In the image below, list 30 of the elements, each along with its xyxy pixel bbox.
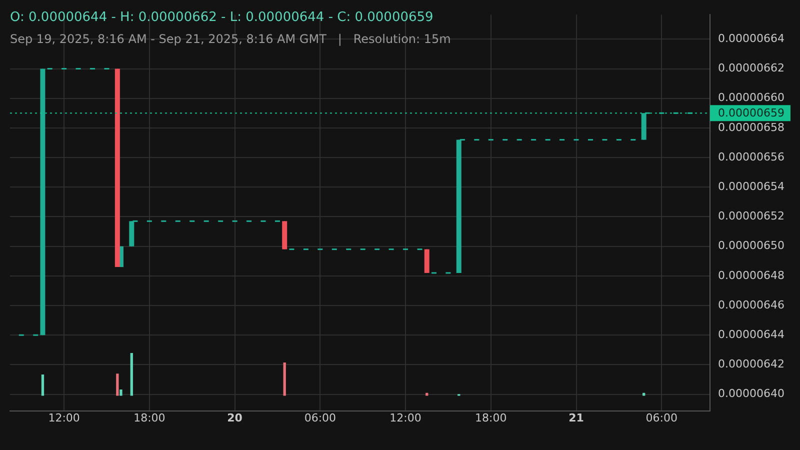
y-tick-label: 0.00000660 (718, 91, 784, 104)
ref-line-label: 0.00000659 (718, 106, 784, 120)
y-tick-label: 0.00000644 (718, 328, 784, 341)
bar (120, 389, 122, 396)
x-tick-label: 20 (227, 411, 243, 424)
candlestick (424, 248, 430, 274)
y-tick-label: 0.00000654 (718, 180, 784, 193)
y-tick-label: 0.00000652 (718, 210, 784, 223)
y-tick-label: 0.00000650 (718, 239, 784, 252)
y-tick-label: 0.00000656 (718, 150, 784, 164)
x-tick-label: 12:00 (48, 411, 80, 424)
y-tick-label: 0.00000640 (718, 387, 784, 400)
bar (116, 374, 119, 396)
bar (41, 374, 44, 396)
annotation: O: 0.00000644 - H: 0.00000662 - L: 0.00000644 - C: 0.00000659 (10, 10, 434, 25)
x-tick-label: 18:00 (475, 411, 507, 424)
x-tick-label: 18:00 (134, 411, 166, 424)
x-tick-label: 12:00 (390, 411, 422, 424)
x-tick-label: 21 (568, 411, 584, 424)
y-tick-label: 0.00000658 (718, 120, 784, 134)
y-tick-label: 0.00000646 (718, 298, 784, 312)
text: Sep 19, 2025, 8:16 AM - Sep 21, 2025, 8:16 AM GMT | Resolution: 15m (10, 32, 451, 46)
bar (130, 353, 133, 396)
y-tick-label: 0.00000642 (718, 358, 784, 371)
x-tick-label: 06:00 (304, 411, 336, 424)
x-tick-label: 06:00 (646, 411, 678, 424)
y-tick-label: 0.00000648 (718, 268, 784, 282)
y-tick-label: 0.00000664 (718, 32, 784, 46)
bar (283, 362, 286, 396)
y-tick-label: 0.00000662 (718, 62, 784, 75)
